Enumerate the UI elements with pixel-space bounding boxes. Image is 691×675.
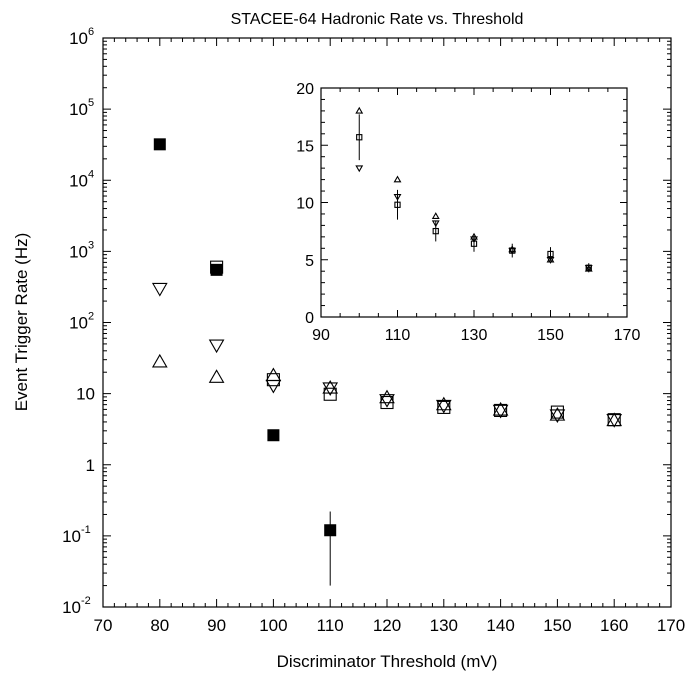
- y-axis-label: Event Trigger Rate (Hz): [12, 233, 31, 412]
- main-data-marks: [151, 138, 623, 586]
- inset-data-point-open-triangle-down: [355, 165, 364, 173]
- inset-axis-ticks: [320, 87, 628, 318]
- x-tick-labels: 70 80 90 100 110 120 130 140 150 160 170: [94, 616, 686, 635]
- inset-data-point-open-triangle-up: [393, 175, 402, 183]
- y-tick-label-exponent: 3: [88, 239, 94, 251]
- inset-y-tick-label: 5: [305, 253, 314, 270]
- x-tick-label: 160: [600, 616, 628, 635]
- inset-y-tick-labels: 0 5 10 15 20: [296, 81, 314, 327]
- x-tick-label: 100: [259, 616, 287, 635]
- data-point-filled-square: [210, 263, 223, 276]
- y-tick-label-exponent: -2: [81, 595, 91, 607]
- data-point-open-triangle-down: [435, 399, 452, 414]
- inset-data-point-open-triangle-down: [508, 247, 517, 255]
- inset-plot-frame: [320, 87, 628, 318]
- inset-data-point-open-triangle-up: [431, 212, 440, 219]
- inset-x-tick-label: 170: [614, 327, 641, 344]
- inset-x-tick-label: 150: [537, 327, 564, 344]
- y-tick-label-exponent: -1: [81, 524, 91, 536]
- data-point-open-triangle-up: [549, 407, 566, 421]
- y-tick-label: 10: [69, 314, 88, 333]
- y-tick-label-exponent: 2: [88, 311, 94, 323]
- inset-data-point-open-square: [394, 201, 401, 208]
- y-tick-label: 10: [62, 598, 81, 617]
- data-point-open-triangle-up: [322, 379, 339, 394]
- inset-data-point-open-triangle-up: [584, 264, 593, 272]
- x-tick-label: 140: [486, 616, 514, 635]
- y-tick-label: 10: [62, 527, 81, 546]
- y-tick-label: 10: [69, 100, 88, 119]
- inset-data-marks: [355, 106, 593, 273]
- data-point-open-triangle-up: [151, 353, 168, 368]
- data-point-open-triangle-up: [435, 396, 452, 411]
- x-tick-label: 90: [207, 616, 226, 635]
- data-point-open-triangle-down: [208, 339, 225, 354]
- data-point-open-triangle-up: [265, 367, 282, 382]
- x-tick-label: 70: [94, 616, 113, 635]
- data-point-open-triangle-up: [379, 389, 395, 404]
- inset-y-tick-label: 15: [296, 138, 314, 155]
- x-tick-label: 170: [657, 616, 685, 635]
- x-tick-label: 130: [430, 616, 458, 635]
- data-point-open-triangle-up: [208, 369, 225, 383]
- data-point-filled-square: [267, 429, 280, 442]
- inset-y-tick-label: 10: [296, 196, 314, 213]
- inset-data-point-open-triangle-up: [470, 232, 478, 240]
- data-point-open-triangle-down: [549, 409, 566, 424]
- data-point-open-triangle-down: [322, 382, 339, 396]
- x-tick-label: 150: [543, 616, 571, 635]
- inset-data-point-open-triangle-down: [393, 194, 402, 201]
- y-tick-label-exponent: 6: [88, 26, 94, 38]
- data-point-open-triangle-down: [379, 394, 395, 408]
- data-point-open-triangle-down: [265, 379, 282, 394]
- x-tick-label: 110: [317, 616, 344, 635]
- inset-y-tick-label: 0: [305, 310, 314, 327]
- data-point-open-triangle-up: [606, 412, 623, 427]
- x-tick-label: 80: [150, 616, 169, 635]
- y-tick-label: 10: [69, 242, 88, 261]
- data-point-open-triangle-down: [151, 282, 168, 297]
- data-point-open-triangle-down: [492, 404, 509, 419]
- data-point-open-triangle-up: [492, 401, 509, 416]
- inset-data-point-open-triangle-down: [431, 220, 440, 228]
- x-tick-label: 120: [373, 616, 401, 635]
- y-tick-label-exponent: 5: [88, 97, 94, 109]
- inset-y-tick-label: 20: [296, 81, 314, 98]
- inset-data-point-open-triangle-up: [508, 245, 517, 253]
- inset-x-tick-label: 90: [312, 327, 330, 344]
- inset-data-point-open-triangle-up: [355, 106, 364, 114]
- data-point-open-square: [323, 387, 337, 401]
- data-point-filled-square: [153, 138, 166, 151]
- data-point-open-square: [210, 260, 224, 274]
- y-tick-label: 10: [69, 171, 88, 190]
- data-point-filled-square: [324, 524, 337, 537]
- inset-data-point-open-square: [356, 134, 363, 141]
- inset-x-tick-labels: 90 110 130 150 170: [312, 327, 640, 344]
- y-tick-label: 1: [86, 456, 95, 475]
- y-tick-label: 10: [69, 29, 88, 48]
- inset-x-tick-label: 110: [385, 327, 411, 344]
- x-axis-label: Discriminator Threshold (mV): [277, 652, 498, 671]
- inset-x-tick-label: 130: [461, 327, 488, 344]
- inset-data-point-open-triangle-up: [546, 255, 555, 263]
- chart-title: STACEE-64 Hadronic Rate vs. Threshold: [231, 11, 524, 28]
- inset-data-point-open-square: [432, 227, 439, 235]
- y-tick-label-exponent: 4: [88, 168, 94, 180]
- main-axis-ticks: [102, 37, 672, 608]
- data-point-open-triangle-down: [606, 414, 623, 428]
- y-tick-label: 10: [76, 385, 95, 404]
